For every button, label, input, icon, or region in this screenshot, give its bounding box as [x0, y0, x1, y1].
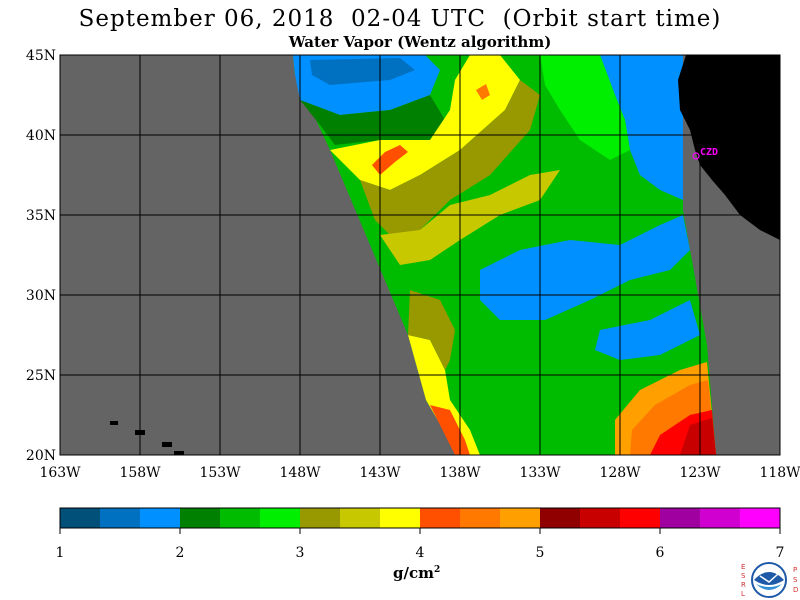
colorbar-swatch: [180, 508, 221, 528]
units-exponent: 2: [433, 565, 441, 575]
swath-orange-spot-2: [476, 84, 490, 100]
swath-moist-west-2: [310, 58, 415, 85]
lat-label: 35N: [26, 208, 56, 224]
colorbar-swatch: [220, 508, 261, 528]
lon-label: 118W: [759, 465, 800, 481]
colorbar-tick-label: 6: [656, 545, 665, 561]
lat-label: 45N: [26, 48, 56, 64]
swath-yellow-south: [408, 335, 480, 455]
swath-darkred-southeast: [680, 418, 716, 455]
colorbar-units: g/cm2: [393, 564, 440, 582]
lon-label: 148W: [279, 465, 321, 481]
colorbar-swatch: [340, 508, 381, 528]
swath-yellow-tongue: [330, 55, 520, 190]
longitude-labels: 163W 158W 153W 148W 143W 138W 133W 128W 123W 118W: [39, 465, 800, 481]
colorbar-swatch: [580, 508, 621, 528]
swath-blue-center-2: [595, 300, 700, 360]
colorbar-swatch: [740, 508, 781, 528]
lat-label: 40N: [26, 128, 56, 144]
colorbar-swatch: [700, 508, 741, 528]
latitude-labels: 45N 40N 35N 30N 25N 20N: [26, 48, 56, 464]
swath-olive-band-2: [380, 170, 560, 265]
colorbar-tick-label: 3: [296, 545, 305, 561]
colorbar-swatch: [60, 508, 101, 528]
colorbar-swatch: [660, 508, 701, 528]
lon-label: 158W: [119, 465, 161, 481]
lat-label: 30N: [26, 288, 56, 304]
colorbar-swatch: [420, 508, 461, 528]
swath-olive-south: [408, 290, 455, 370]
swath-blue-northeast: [600, 55, 683, 200]
page-title: September 06, 2018 02-04 UTC (Orbit star…: [78, 6, 722, 32]
page-subtitle: Water Vapor (Wentz algorithm): [288, 33, 552, 51]
colorbar-swatch: [140, 508, 181, 528]
lon-label: 163W: [39, 465, 81, 481]
colorbar-swatch: [260, 508, 301, 528]
colorbar-swatch: [380, 508, 421, 528]
hawaii-island-big-island: [174, 451, 184, 455]
map-frame: [59, 54, 781, 456]
swath-green-north: [300, 95, 445, 145]
units-text: g/cm: [393, 564, 434, 582]
colorbar-swatch: [500, 508, 541, 528]
north-america-land: [678, 55, 780, 240]
lat-label: 25N: [26, 368, 56, 384]
colorbar-tick-label: 1: [56, 545, 65, 561]
colorbar-swatch: [620, 508, 661, 528]
station-label: CZD: [700, 147, 718, 158]
lon-label: 138W: [439, 465, 481, 481]
colorbar-swatch: [460, 508, 501, 528]
lat-label: 20N: [26, 448, 56, 464]
colorbar-tick-label: 5: [536, 545, 545, 561]
lon-label: 133W: [519, 465, 561, 481]
colorbar-swatch: [300, 508, 341, 528]
lon-label: 128W: [599, 465, 641, 481]
hawaii-island-kauai: [110, 421, 118, 425]
colorbar-swatch: [540, 508, 581, 528]
swath-green-northeast: [540, 55, 630, 160]
station-circle-icon: [692, 152, 700, 160]
lon-label: 123W: [679, 465, 721, 481]
swath-olive-band: [360, 80, 540, 240]
graticule: [60, 55, 780, 455]
lon-label: 153W: [199, 465, 241, 481]
colorbar-tick-label: 4: [416, 545, 425, 561]
swath-blue-center: [480, 215, 690, 320]
lon-label: 143W: [359, 465, 401, 481]
colorbar-swatch: [100, 508, 141, 528]
colorbar-tick-label: 2: [176, 545, 185, 561]
colorbar-tick-label: 7: [776, 545, 785, 561]
station-marker: CZD: [692, 147, 718, 160]
hawaii-island-maui: [162, 442, 172, 447]
swath-orange-spot: [372, 145, 408, 175]
